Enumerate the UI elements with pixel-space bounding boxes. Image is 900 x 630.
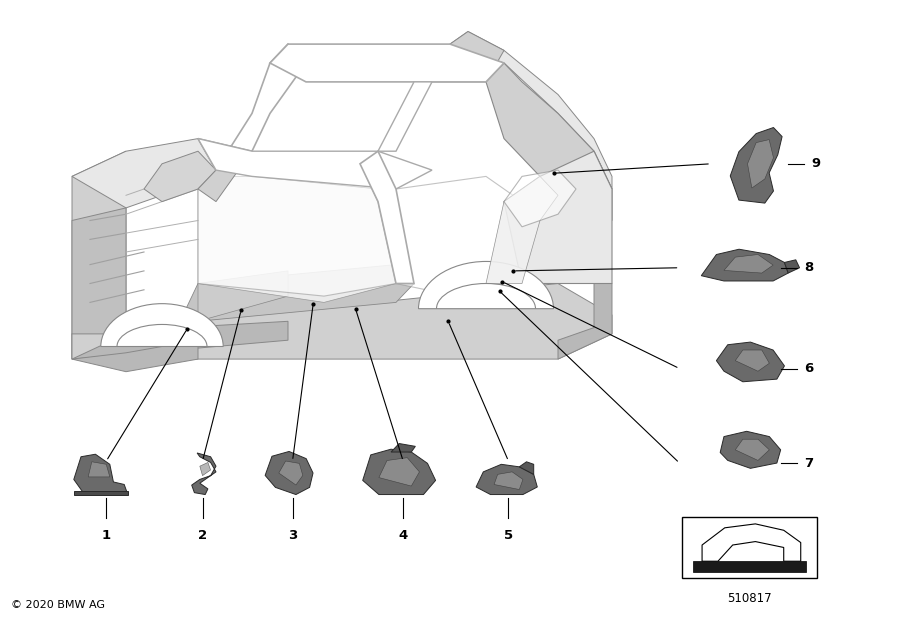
Polygon shape: [378, 82, 432, 151]
Polygon shape: [414, 32, 504, 82]
Polygon shape: [702, 524, 801, 561]
Polygon shape: [391, 444, 416, 452]
Text: 1: 1: [102, 529, 111, 542]
Polygon shape: [701, 249, 788, 281]
FancyBboxPatch shape: [682, 517, 817, 578]
Polygon shape: [363, 449, 436, 495]
Polygon shape: [198, 271, 288, 321]
Polygon shape: [735, 350, 770, 371]
Polygon shape: [396, 176, 540, 302]
Polygon shape: [504, 170, 576, 227]
Text: 5: 5: [504, 529, 513, 542]
Text: © 2020 BMW AG: © 2020 BMW AG: [11, 600, 104, 610]
Polygon shape: [180, 265, 414, 321]
Polygon shape: [72, 151, 126, 359]
Polygon shape: [72, 208, 126, 334]
Polygon shape: [450, 32, 612, 189]
Polygon shape: [279, 461, 302, 485]
Text: 7: 7: [805, 457, 814, 469]
Polygon shape: [494, 472, 523, 490]
Polygon shape: [198, 176, 396, 302]
Polygon shape: [198, 139, 432, 189]
Polygon shape: [72, 139, 216, 208]
Polygon shape: [693, 561, 806, 572]
Polygon shape: [785, 260, 799, 273]
Polygon shape: [88, 462, 110, 477]
Polygon shape: [198, 44, 306, 170]
Polygon shape: [198, 151, 252, 202]
Wedge shape: [101, 304, 223, 346]
Polygon shape: [748, 140, 773, 188]
Polygon shape: [144, 151, 216, 202]
Text: 2: 2: [198, 529, 207, 542]
Polygon shape: [270, 44, 504, 82]
Polygon shape: [72, 321, 288, 359]
Text: 4: 4: [399, 529, 408, 542]
Polygon shape: [266, 452, 313, 495]
Polygon shape: [519, 462, 534, 474]
Polygon shape: [476, 464, 537, 495]
Text: 6: 6: [805, 362, 814, 375]
Polygon shape: [720, 432, 780, 468]
Polygon shape: [74, 454, 128, 495]
Polygon shape: [72, 284, 612, 359]
Polygon shape: [379, 457, 419, 486]
Polygon shape: [72, 340, 198, 372]
Polygon shape: [558, 284, 612, 359]
Polygon shape: [716, 342, 785, 382]
Polygon shape: [724, 255, 773, 273]
Polygon shape: [486, 176, 558, 284]
Polygon shape: [360, 151, 414, 284]
Polygon shape: [504, 151, 612, 284]
Polygon shape: [198, 164, 396, 296]
Polygon shape: [200, 462, 211, 476]
Text: 8: 8: [805, 261, 814, 274]
Text: 9: 9: [811, 158, 820, 170]
Polygon shape: [730, 127, 782, 203]
Wedge shape: [418, 261, 554, 309]
Polygon shape: [74, 491, 128, 495]
Polygon shape: [735, 439, 770, 461]
Text: 3: 3: [288, 529, 297, 542]
Text: 510817: 510817: [727, 592, 772, 605]
Polygon shape: [192, 453, 216, 495]
Polygon shape: [486, 63, 612, 220]
